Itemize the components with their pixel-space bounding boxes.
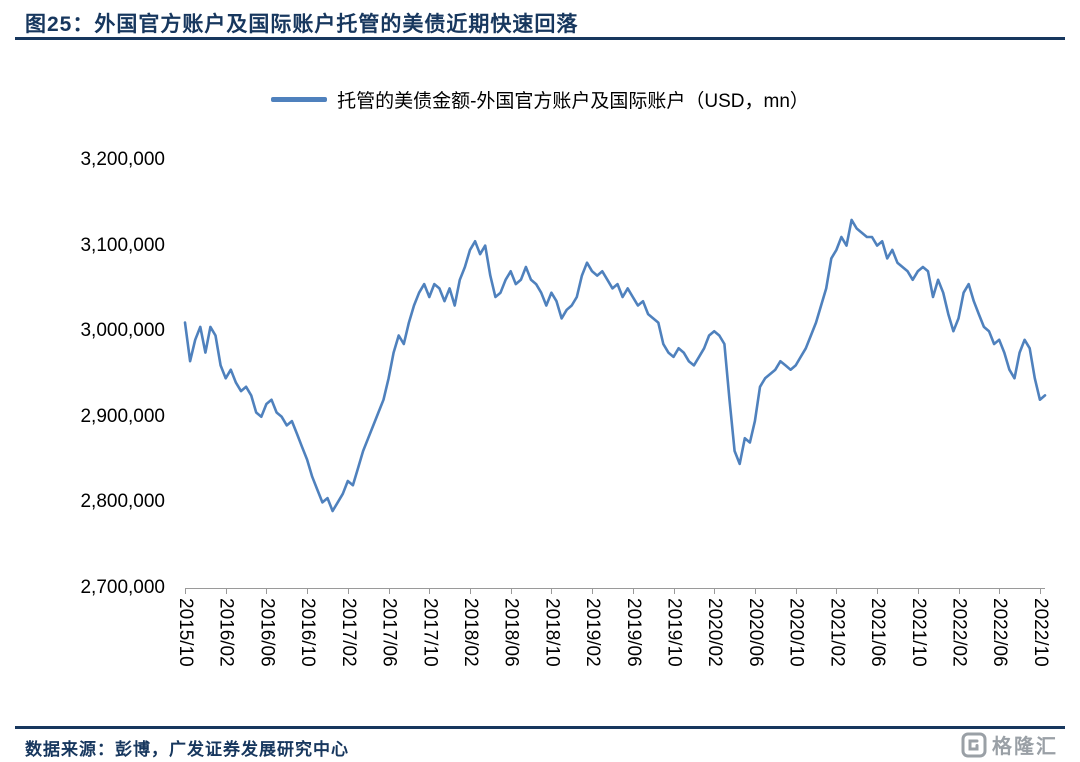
x-tick-mark: [836, 588, 838, 594]
x-tick-label: 2019/06: [622, 598, 644, 667]
x-tick-mark: [266, 588, 268, 594]
chart-legend: 托管的美债金额-外国官方账户及国际账户（USD，mn）: [0, 86, 1080, 113]
x-tick-mark: [958, 588, 960, 594]
x-tick-mark: [388, 588, 390, 594]
y-tick-label: 2,800,000: [80, 491, 165, 513]
x-tick-mark: [1039, 588, 1041, 594]
x-tick-mark: [632, 588, 634, 594]
x-tick-label: 2021/02: [826, 598, 848, 667]
x-tick-mark: [592, 588, 594, 594]
x-tick-mark: [795, 588, 797, 594]
x-tick-mark: [877, 588, 879, 594]
x-tick-label: 2020/10: [785, 598, 807, 667]
line-chart: [183, 218, 1047, 513]
legend-label: 托管的美债金额-外国官方账户及国际账户（USD，mn）: [337, 91, 809, 112]
x-tick-mark: [470, 588, 471, 594]
x-axis-tick-marks: [185, 588, 1045, 595]
x-axis: 2015/10 2016/02 2016/06 2016/10 2017/02 2017/…: [175, 596, 1051, 711]
x-tick-label: 2019/10: [663, 598, 685, 667]
x-axis-line: [185, 588, 1045, 589]
gelonghui-logo-icon: [961, 732, 987, 757]
data-source-note: 数据来源：彭博，广发证券发展研究中心: [25, 740, 349, 759]
x-tick-label: 2017/10: [419, 598, 441, 667]
legend-line-swatch: [271, 97, 328, 102]
figure-title: 图25：外国官方账户及国际账户托管的美债近期快速回落: [25, 13, 579, 36]
gelonghui-logo-text: 格隆汇: [992, 736, 1058, 758]
x-tick-label: 2022/02: [948, 598, 970, 667]
x-tick-label: 2016/02: [215, 598, 237, 667]
x-tick-label: 2021/10: [907, 598, 929, 667]
footer-divider: [15, 726, 1065, 729]
y-tick-label: 3,200,000: [80, 149, 165, 170]
x-tick-label: 2019/02: [582, 598, 604, 667]
plot-area: [183, 160, 1047, 588]
x-tick-label: 2018/02: [460, 598, 481, 667]
y-axis: 3,200,000 3,100,000 3,000,000 2,900,000 2,80…: [35, 149, 165, 598]
x-tick-mark: [999, 588, 1001, 594]
x-tick-mark: [551, 588, 553, 594]
x-tick-mark: [225, 588, 227, 594]
x-tick-label: 2016/10: [297, 598, 319, 667]
y-tick-label: 3,100,000: [80, 234, 165, 256]
x-tick-mark: [347, 588, 349, 594]
x-tick-mark: [429, 588, 431, 594]
x-tick-mark: [714, 588, 716, 594]
y-tick-label: 2,700,000: [80, 577, 165, 598]
x-tick-mark: [754, 588, 756, 594]
x-tick-label: 2022/10: [1029, 598, 1051, 667]
x-tick-label: 2017/06: [378, 598, 400, 667]
treasury-custody-series-line: [183, 218, 1047, 513]
x-tick-mark: [307, 588, 309, 594]
x-tick-label: 2016/06: [256, 598, 278, 667]
x-tick-label: 2022/06: [989, 598, 1011, 667]
x-tick-mark: [917, 588, 919, 594]
x-tick-mark: [185, 588, 186, 594]
x-tick-label: 2020/06: [744, 598, 766, 667]
x-tick-label: 2017/02: [337, 598, 359, 667]
x-tick-label: 2021/06: [867, 598, 889, 667]
x-tick-label: 2018/06: [500, 598, 522, 667]
y-tick-label: 3,000,000: [80, 320, 165, 342]
x-tick-mark: [673, 588, 675, 594]
x-tick-label: 2020/02: [704, 598, 726, 667]
x-tick-label: 2018/10: [541, 598, 563, 667]
header-divider: [15, 37, 1065, 40]
y-tick-label: 2,900,000: [80, 405, 165, 427]
gelonghui-logo: 格隆汇: [961, 730, 1058, 759]
x-tick-mark: [510, 588, 512, 594]
x-tick-label: 2015/10: [175, 598, 196, 667]
